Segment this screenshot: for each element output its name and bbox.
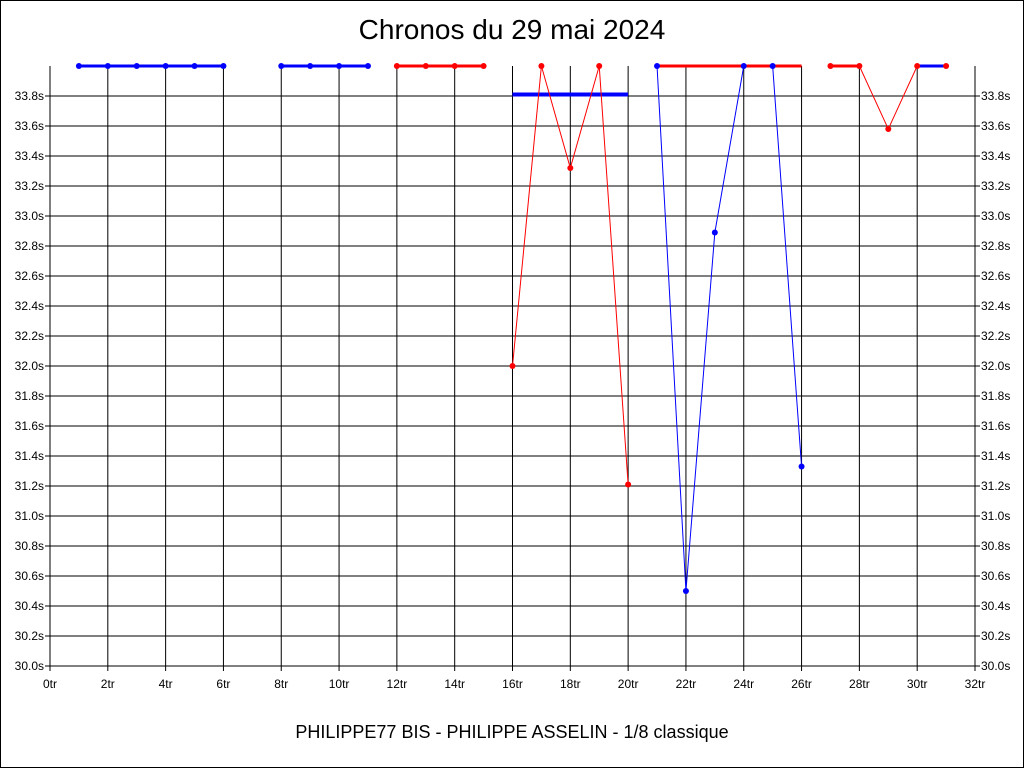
y-tick-label-right: 30.6s (981, 569, 1010, 583)
y-tick-label-left: 31.4s (15, 449, 44, 463)
data-point (393, 63, 400, 69)
y-tick-label-right: 33.0s (981, 209, 1010, 223)
x-tick-label: 32tr (965, 677, 986, 691)
data-point (769, 63, 776, 69)
x-tick-label: 2tr (101, 677, 115, 691)
y-tick-label-right: 32.8s (981, 239, 1010, 253)
y-tick-label-right: 31.2s (981, 479, 1010, 493)
data-point (798, 463, 805, 470)
data-point (625, 481, 632, 488)
y-tick-label-left: 30.4s (15, 599, 44, 613)
x-tick-label: 26tr (791, 677, 812, 691)
y-tick-label-left: 32.8s (15, 239, 44, 253)
x-tick-label: 28tr (849, 677, 870, 691)
chart-footer: PHILIPPE77 BIS - PHILIPPE ASSELIN - 1/8 … (295, 722, 729, 742)
y-tick-label-left: 32.4s (15, 299, 44, 313)
y-tick-label-left: 33.8s (15, 89, 44, 103)
chart-title: Chronos du 29 mai 2024 (358, 14, 666, 45)
data-point (943, 63, 950, 69)
y-tick-label-right: 31.4s (981, 449, 1010, 463)
data-point (422, 63, 429, 69)
data-point (220, 63, 227, 69)
y-tick-label-right: 33.2s (981, 179, 1010, 193)
y-tick-label-right: 31.8s (981, 389, 1010, 403)
y-tick-label-right: 32.2s (981, 329, 1010, 343)
x-tick-label: 14tr (444, 677, 465, 691)
data-point (307, 63, 314, 69)
y-tick-label-left: 31.8s (15, 389, 44, 403)
data-point (364, 63, 371, 69)
y-tick-label-right: 33.6s (981, 119, 1010, 133)
data-point (827, 63, 834, 69)
data-point (451, 63, 458, 69)
data-point (75, 63, 82, 69)
y-tick-label-right: 32.6s (981, 269, 1010, 283)
data-point (740, 63, 747, 69)
y-tick-label-left: 30.8s (15, 539, 44, 553)
data-point (104, 63, 111, 69)
x-tick-label: 8tr (274, 677, 288, 691)
data-point (885, 126, 892, 132)
data-point (538, 63, 545, 69)
y-tick-label-right: 30.2s (981, 629, 1010, 643)
x-tick-label: 20tr (618, 677, 639, 691)
y-tick-label-left: 33.2s (15, 179, 44, 193)
data-point (336, 63, 343, 69)
y-tick-label-right: 30.0s (981, 659, 1010, 673)
data-point (711, 229, 718, 236)
data-point (278, 63, 285, 69)
y-tick-label-right: 33.8s (981, 89, 1010, 103)
y-tick-label-right: 33.4s (981, 149, 1010, 163)
y-tick-label-left: 33.6s (15, 119, 44, 133)
y-tick-label-left: 32.6s (15, 269, 44, 283)
y-tick-label-left: 30.2s (15, 629, 44, 643)
x-tick-label: 30tr (907, 677, 928, 691)
data-point (162, 63, 169, 69)
data-point (480, 63, 487, 69)
y-tick-label-right: 30.4s (981, 599, 1010, 613)
y-tick-label-left: 33.0s (15, 209, 44, 223)
data-point (509, 363, 516, 369)
data-point (654, 63, 661, 69)
x-tick-label: 16tr (502, 677, 523, 691)
x-tick-label: 0tr (43, 677, 57, 691)
series-line (656, 65, 803, 592)
data-point (567, 165, 574, 171)
x-tick-label: 18tr (560, 677, 581, 691)
data-point (133, 63, 140, 69)
y-tick-label-left: 31.2s (15, 479, 44, 493)
y-tick-label-left: 31.0s (15, 509, 44, 523)
y-tick-label-left: 30.0s (15, 659, 44, 673)
data-point (596, 63, 603, 69)
x-tick-label: 4tr (159, 677, 173, 691)
x-tick-label: 12tr (387, 677, 408, 691)
x-tick-label: 6tr (216, 677, 230, 691)
y-tick-label-right: 31.0s (981, 509, 1010, 523)
x-tick-label: 24tr (733, 677, 754, 691)
data-point (914, 63, 921, 69)
y-tick-label-left: 32.2s (15, 329, 44, 343)
y-tick-label-left: 33.4s (15, 149, 44, 163)
x-tick-label: 10tr (329, 677, 350, 691)
series-line (830, 65, 947, 131)
y-tick-label-right: 31.6s (981, 419, 1010, 433)
y-tick-label-left: 30.6s (15, 569, 44, 583)
data-point (856, 63, 863, 69)
y-tick-label-left: 32.0s (15, 359, 44, 373)
y-tick-label-right: 32.0s (981, 359, 1010, 373)
y-tick-label-right: 30.8s (981, 539, 1010, 553)
y-tick-label-right: 32.4s (981, 299, 1010, 313)
data-point (191, 63, 198, 69)
x-tick-label: 22tr (676, 677, 697, 691)
y-tick-label-left: 31.6s (15, 419, 44, 433)
data-point (682, 588, 689, 594)
